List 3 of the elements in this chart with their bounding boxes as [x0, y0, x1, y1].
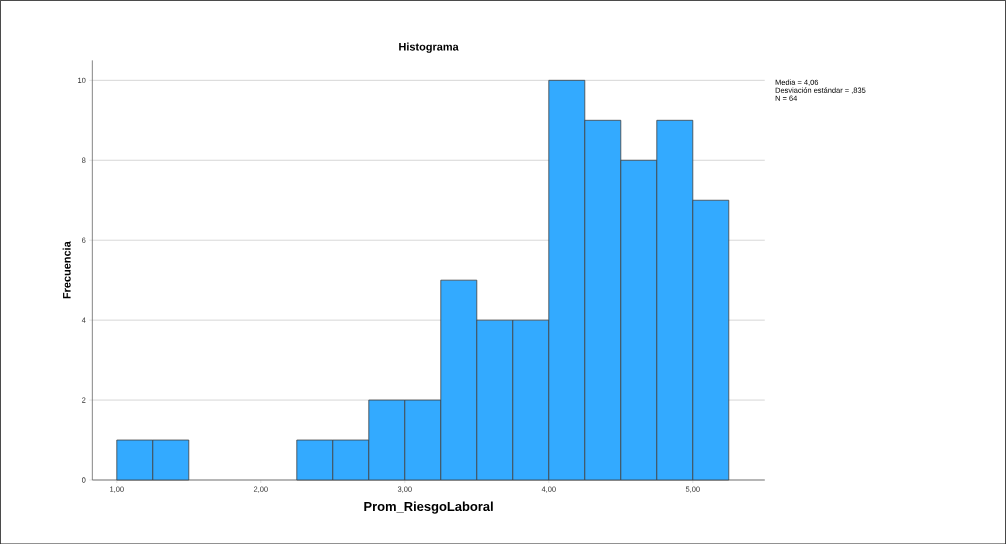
x-axis-title: Prom_RiesgoLaboral — [364, 501, 493, 514]
chart-title: Histograma — [399, 42, 459, 53]
y-axis-title: Frecuencia — [62, 241, 71, 299]
